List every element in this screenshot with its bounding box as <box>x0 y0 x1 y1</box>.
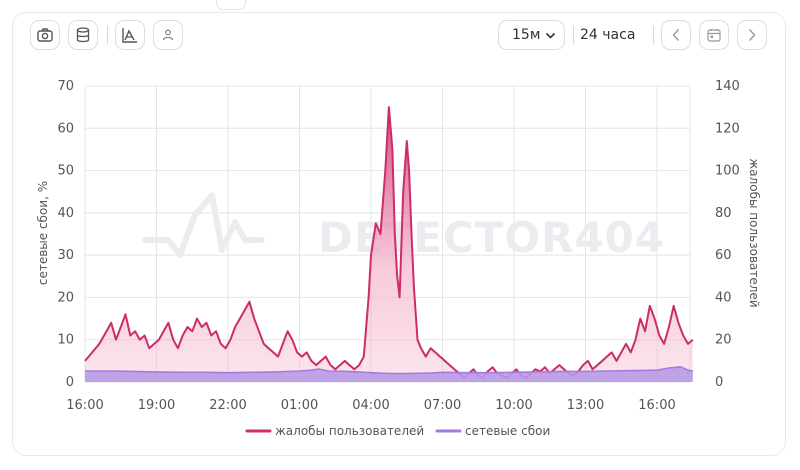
period-label: 24 часа <box>580 27 636 43</box>
y-right-tick-label: 120 <box>715 121 740 136</box>
axis-ticks: 0 10 20 30 40 50 60 70 0 20 40 60 80 100 120 140 16:00 19… <box>57 79 739 413</box>
toolbar-separator <box>107 26 108 44</box>
y-left-tick-label: 0 <box>66 375 74 390</box>
calendar-icon <box>707 29 721 42</box>
y-left-tick-label: 50 <box>57 164 74 179</box>
x-tick-label: 19:00 <box>138 398 175 413</box>
legend-label-failures[interactable]: сетевые сбои <box>465 424 550 438</box>
x-tick-label: 13:00 <box>567 398 604 413</box>
chevron-down-icon <box>545 32 556 39</box>
database-icon <box>76 27 90 43</box>
y-left-axis-title: сетевые сбои, % <box>36 181 50 285</box>
series-area-complaints <box>85 107 693 382</box>
series-line-complaints[interactable] <box>84 106 694 379</box>
screenshot-button[interactable] <box>30 20 60 50</box>
tab-stub[interactable] <box>216 0 246 10</box>
calendar-button[interactable] <box>699 20 729 50</box>
x-tick-label: 10:00 <box>495 398 532 413</box>
y-left-tick-label: 10 <box>57 333 74 348</box>
toolbar-separator <box>573 26 574 44</box>
x-tick-label: 07:00 <box>424 398 461 413</box>
y-right-tick-label: 20 <box>715 333 732 348</box>
y-right-tick-label: 40 <box>715 290 732 305</box>
x-tick-label: 01:00 <box>281 398 318 413</box>
x-tick-label: 04:00 <box>352 398 389 413</box>
y-left-tick-label: 60 <box>57 121 74 136</box>
y-right-tick-label: 60 <box>715 248 732 263</box>
chart-type-button[interactable] <box>115 20 145 50</box>
series-area-failures <box>85 366 693 382</box>
y-right-tick-label: 80 <box>715 206 732 221</box>
y-left-tick-label: 20 <box>57 290 74 305</box>
series-line-failures[interactable] <box>85 365 693 375</box>
user-filter-button[interactable] <box>153 20 183 50</box>
x-tick-label: 22:00 <box>209 398 246 413</box>
watermark-logo-icon <box>142 192 265 258</box>
y-right-tick-label: 100 <box>715 164 740 179</box>
camera-icon <box>37 28 53 42</box>
x-tick-label: 16:00 <box>638 398 675 413</box>
y-right-tick-label: 140 <box>715 79 740 94</box>
top-strip <box>0 0 800 12</box>
user-icon <box>162 29 174 41</box>
chart-area-icon <box>122 28 137 43</box>
y-right-tick-label: 0 <box>715 375 723 390</box>
x-tick-label: 16:00 <box>66 398 103 413</box>
y-left-tick-label: 30 <box>57 248 74 263</box>
toolbar-separator <box>653 26 654 44</box>
legend-label-complaints[interactable]: жалобы пользователей <box>275 424 424 438</box>
chevron-right-icon <box>748 29 756 41</box>
data-source-button[interactable] <box>68 20 98 50</box>
series-areas <box>84 106 694 382</box>
y-right-axis-title: жалобы пользователей <box>747 158 761 307</box>
y-left-tick-label: 40 <box>57 206 74 221</box>
previous-period-button[interactable] <box>661 20 691 50</box>
legend: жалобы пользователей сетевые сбои <box>245 424 550 438</box>
interval-value: 15м <box>512 27 541 43</box>
chevron-left-icon <box>672 29 680 41</box>
interval-select[interactable]: 15м <box>498 20 565 50</box>
y-left-tick-label: 70 <box>57 79 74 94</box>
next-period-button[interactable] <box>737 20 767 50</box>
